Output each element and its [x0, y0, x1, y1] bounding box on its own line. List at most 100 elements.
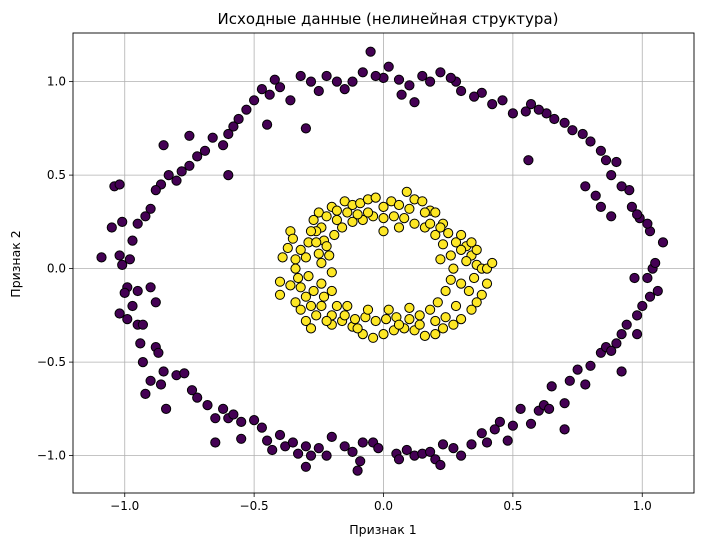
outer-ring-point: [469, 91, 480, 102]
outer-ring-point: [564, 375, 575, 386]
outer-ring-point: [559, 117, 570, 128]
outer-ring-point: [256, 84, 267, 95]
outer-ring-point: [300, 461, 311, 472]
outer-ring-point: [192, 151, 203, 162]
outer-ring-point: [355, 456, 366, 467]
inner-ring-point: [456, 229, 467, 241]
outer-ring-point: [150, 185, 161, 196]
inner-ring-point: [277, 252, 288, 263]
inner-ring-point: [466, 304, 477, 315]
outer-ring-point: [223, 170, 234, 181]
outer-ring-point: [595, 201, 607, 212]
inner-ring-point: [331, 300, 342, 312]
y-tick-label: −1.0: [37, 449, 66, 463]
y-tick-label: 1.0: [47, 75, 66, 89]
inner-ring-point: [324, 250, 335, 261]
inner-ring-point: [295, 244, 306, 255]
outer-ring-point: [305, 76, 317, 87]
outer-ring-point: [621, 319, 632, 330]
inner-ring-point: [362, 207, 374, 218]
inner-ring-point: [430, 329, 441, 340]
outer-ring-point: [106, 222, 117, 233]
inner-ring-point: [430, 229, 441, 241]
inner-ring-point: [437, 239, 449, 250]
outer-ring-point: [544, 403, 555, 414]
outer-ring-point: [132, 218, 143, 229]
inner-ring-point: [404, 314, 415, 325]
outer-ring-point: [373, 443, 384, 454]
outer-ring-point: [241, 104, 252, 115]
outer-ring-point: [184, 130, 195, 141]
outer-ring-point: [352, 465, 363, 476]
inner-ring-point: [378, 226, 389, 237]
outer-ring-point: [313, 443, 324, 454]
outer-ring-point: [370, 70, 381, 82]
inner-ring-point: [466, 237, 477, 248]
inner-ring-point: [471, 297, 482, 308]
inner-ring-point: [440, 285, 451, 297]
outer-ring-point: [616, 181, 627, 192]
inner-ring-point: [378, 213, 389, 224]
inner-ring-point: [326, 285, 337, 297]
outer-ring-point: [158, 366, 169, 377]
outer-ring-point: [632, 310, 643, 321]
inner-ring-point: [285, 280, 296, 291]
outer-ring-point: [487, 99, 498, 110]
inner-ring-point: [463, 285, 474, 297]
inner-ring-point: [305, 226, 317, 237]
inner-ring-point: [409, 218, 420, 229]
outer-ring-point: [404, 80, 415, 91]
outer-ring-point: [321, 450, 332, 461]
outer-ring-point: [632, 209, 643, 220]
inner-ring-point: [435, 222, 446, 233]
inner-ring-point: [370, 192, 381, 203]
outer-ring-point: [210, 437, 221, 448]
outer-ring-point: [611, 338, 622, 349]
outer-ring-point: [632, 329, 643, 340]
inner-ring-point: [399, 213, 410, 224]
inner-ring-point: [282, 242, 293, 254]
inner-ring-point: [290, 254, 301, 265]
outer-ring-point: [435, 67, 446, 78]
y-tick-label: 0.5: [47, 168, 66, 182]
inner-ring-point: [303, 271, 314, 282]
inner-ring-point: [456, 314, 467, 325]
outer-ring-point: [249, 415, 260, 426]
inner-ring-point: [316, 278, 327, 289]
inner-ring-point: [295, 282, 306, 293]
outer-ring-point: [262, 119, 273, 130]
inner-ring-point: [290, 297, 301, 308]
inner-ring-point: [352, 209, 363, 220]
outer-ring-point: [507, 420, 519, 431]
inner-ring-point: [393, 319, 405, 330]
outer-ring-point: [171, 175, 182, 186]
outer-ring-point: [300, 123, 311, 134]
inner-ring-point: [331, 205, 342, 216]
inner-ring-point: [368, 332, 379, 343]
outer-ring-point: [269, 74, 280, 85]
inner-ring-point: [381, 314, 392, 325]
inner-ring-point: [383, 304, 394, 315]
outer-ring-point: [262, 435, 273, 446]
inner-ring-point: [300, 252, 311, 263]
outer-ring-point: [393, 454, 405, 465]
outer-ring-point: [140, 211, 151, 222]
outer-ring-point: [218, 403, 229, 414]
outer-ring-point: [409, 97, 420, 108]
outer-ring-point: [161, 403, 172, 414]
outer-ring-point: [507, 108, 519, 119]
inner-ring-point: [471, 244, 482, 255]
outer-ring-point: [637, 300, 648, 312]
outer-ring-point: [396, 89, 407, 100]
inner-ring-point: [331, 214, 342, 226]
outer-ring-point: [466, 439, 477, 450]
outer-ring-point: [124, 254, 135, 265]
outer-ring-point: [117, 216, 128, 227]
inner-ring-point: [305, 300, 317, 312]
inner-ring-point: [342, 207, 353, 218]
outer-ring-point: [494, 416, 505, 427]
outer-ring-point: [606, 345, 617, 356]
inner-ring-point: [287, 233, 298, 244]
outer-ring-point: [616, 329, 627, 340]
outer-ring-point: [401, 444, 412, 456]
